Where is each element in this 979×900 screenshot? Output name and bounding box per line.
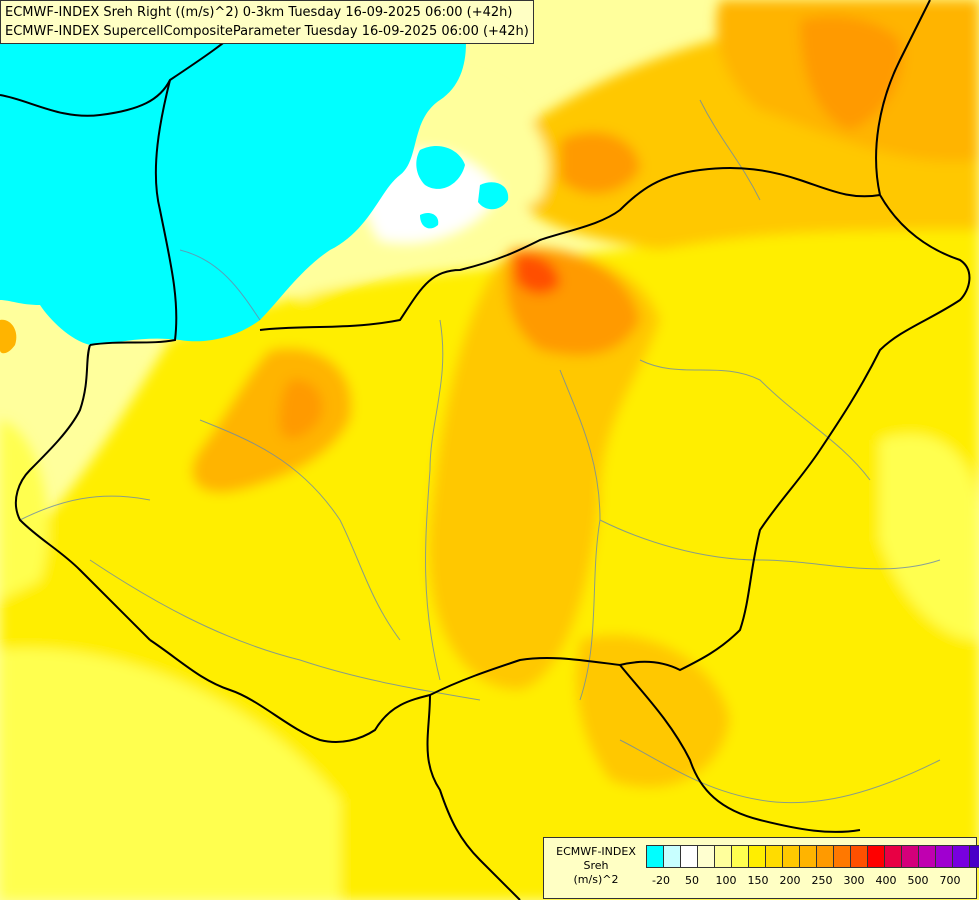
legend-tick-label: 150 (747, 874, 769, 887)
rivers (19, 99, 941, 804)
map-title-line1: ECMWF-INDEX Sreh Right ((m/s)^2) 0-3km T… (5, 5, 513, 20)
legend-tick-label: 700 (939, 874, 961, 887)
legend-swatch (799, 845, 817, 868)
legend-tick-label: 400 (875, 874, 897, 887)
legend-title: ECMWF-INDEX Sreh (m/s)^2 (548, 845, 644, 887)
legend-swatch (731, 845, 749, 868)
legend-ticks: -20 50 100 150 200 250 300 400 500 700 (646, 874, 971, 890)
legend-tick-label: 250 (811, 874, 833, 887)
legend-title-line1: ECMWF-INDEX (556, 845, 636, 858)
legend-swatch (765, 845, 783, 868)
legend-swatch (867, 845, 885, 868)
legend-swatch (697, 845, 715, 868)
map-title-line2: ECMWF-INDEX SupercellCompositeParameter … (5, 24, 529, 39)
map-title-box: ECMWF-INDEX Sreh Right ((m/s)^2) 0-3km T… (0, 0, 534, 44)
legend-swatch (935, 845, 953, 868)
legend-swatch (884, 845, 902, 868)
legend-tick-label: 50 (685, 874, 699, 887)
legend-tick-label: 500 (907, 874, 929, 887)
legend-swatch (680, 845, 698, 868)
legend-swatch (748, 845, 766, 868)
legend-swatch (969, 845, 979, 868)
legend-swatch (646, 845, 664, 868)
legend-swatch (850, 845, 868, 868)
legend-swatch (816, 845, 834, 868)
legend-title-line3: (m/s)^2 (573, 873, 619, 886)
legend-swatch (901, 845, 919, 868)
legend-tick-label: 200 (779, 874, 801, 887)
color-legend: ECMWF-INDEX Sreh (m/s)^2 -20 50 100 150 200 2… (543, 837, 979, 899)
legend-tick-label: 300 (843, 874, 865, 887)
legend-swatch (952, 845, 970, 868)
legend-swatch (782, 845, 800, 868)
legend-swatches (646, 845, 979, 868)
legend-swatch (918, 845, 936, 868)
legend-tick-label: 100 (715, 874, 737, 887)
legend-tick-label: -20 (652, 874, 670, 887)
legend-title-line2: Sreh (583, 859, 609, 872)
legend-swatch (833, 845, 851, 868)
legend-swatch (663, 845, 681, 868)
legend-swatch (714, 845, 732, 868)
